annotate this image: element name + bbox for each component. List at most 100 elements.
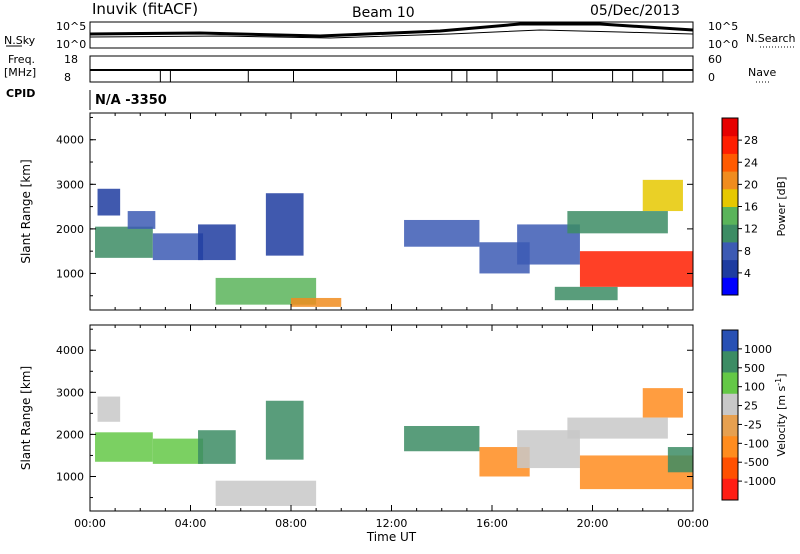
colorbar-swatch-5 bbox=[722, 436, 738, 458]
y-tick-label-0: 1000 bbox=[56, 267, 84, 280]
colorbar-swatch-6 bbox=[722, 171, 738, 190]
station-title: Inuvik (fitACF) bbox=[92, 0, 199, 18]
colorbar-tick-6: -500 bbox=[744, 456, 769, 469]
scatter-region-2 bbox=[127, 211, 156, 229]
x-tick-label-2: 08:00 bbox=[275, 517, 307, 530]
x-tick-label-6: 00:00 bbox=[677, 517, 709, 530]
y-tick-label-1: 2000 bbox=[56, 223, 84, 236]
colorbar-tick-4: -25 bbox=[744, 418, 762, 431]
scatter-region-6 bbox=[291, 297, 342, 307]
colorbar-tick-5: -100 bbox=[744, 437, 769, 450]
colorbar-swatch-0 bbox=[722, 277, 738, 296]
colorbar-tick-5: 24 bbox=[744, 156, 758, 169]
noise-right-tick-top: 10^5 bbox=[708, 20, 738, 33]
scatter-region-5 bbox=[265, 400, 304, 460]
noise-left-label: N.Sky bbox=[4, 34, 36, 47]
velocity-panel: 1000 2000 3000 4000 Slant Range [km] 1000 500 1… bbox=[19, 324, 788, 544]
colorbar-label: Velocity [m s-1] bbox=[774, 373, 788, 456]
colorbar-tick-4: 20 bbox=[744, 178, 758, 191]
colorbar-swatch-9 bbox=[722, 118, 738, 137]
beam-title: Beam 10 bbox=[352, 5, 415, 21]
scatter-region-1 bbox=[97, 396, 121, 422]
x-tick-label-1: 04:00 bbox=[175, 517, 207, 530]
freq-label-line2: [MHz] bbox=[4, 66, 36, 79]
colorbar-tick-1: 8 bbox=[744, 245, 751, 258]
x-tick-label-3: 12:00 bbox=[376, 517, 408, 530]
colorbar-swatch-6 bbox=[722, 457, 738, 480]
noise-trace bbox=[89, 22, 694, 38]
noise-left-tick-bottom: 10^0 bbox=[56, 38, 86, 51]
colorbar-tick-3: 25 bbox=[744, 400, 758, 413]
scatter-region-10 bbox=[642, 388, 683, 418]
scatter-region-13 bbox=[642, 179, 683, 212]
scatter-region-4 bbox=[198, 224, 236, 261]
colorbar-tick-7: -1000 bbox=[744, 475, 776, 488]
y-tick-label-2: 3000 bbox=[56, 386, 84, 399]
colorbar-tick-3: 16 bbox=[744, 201, 758, 214]
colorbar-swatch-1 bbox=[722, 259, 738, 278]
y-axis-label: Slant Range [km] bbox=[19, 159, 33, 263]
freq-tick-bottom: 8 bbox=[64, 71, 71, 84]
x-tick-label-5: 20:00 bbox=[577, 517, 609, 530]
colorbar-swatch-3 bbox=[722, 224, 738, 243]
freq-label-line1: Freq. bbox=[8, 53, 35, 66]
colorbar-tick-2: 12 bbox=[744, 223, 758, 236]
scatter-region-3 bbox=[152, 233, 204, 261]
noise-right-tick-bottom: 10^0 bbox=[708, 38, 738, 51]
scatter-region-7 bbox=[265, 193, 304, 256]
colorbar-tick-2: 100 bbox=[744, 381, 765, 394]
colorbar-swatch-0 bbox=[722, 330, 738, 352]
colorbar-frame bbox=[721, 329, 739, 501]
nave-tick-top: 60 bbox=[708, 53, 722, 66]
scatter-region-2 bbox=[152, 438, 204, 464]
scatter-region-14 bbox=[567, 211, 668, 234]
frequency-panel: Freq. [MHz] 18 8 60 0 Nave bbox=[4, 53, 776, 84]
freq-tick-top: 18 bbox=[64, 53, 78, 66]
y-tick-label-3: 4000 bbox=[56, 344, 84, 357]
colorbar-swatch-2 bbox=[722, 241, 738, 261]
colorbar-tick-1: 500 bbox=[744, 362, 765, 375]
colorbar-label: Power [dB] bbox=[775, 177, 788, 237]
y-tick-label-2: 3000 bbox=[56, 178, 84, 191]
y-tick-label-3: 4000 bbox=[56, 134, 84, 147]
cpid-value: N/A -3350 bbox=[95, 93, 167, 108]
nave-label: Nave bbox=[748, 66, 776, 79]
noise-panel: N.Sky 10^5 10^0 10^5 10^0 N.Search bbox=[4, 20, 796, 51]
colorbar-swatch-3 bbox=[722, 393, 738, 416]
scatter-region-11 bbox=[567, 417, 668, 439]
scatter-region-1 bbox=[97, 188, 121, 216]
scatter-region-0 bbox=[95, 432, 153, 462]
power-panel: 1000 2000 3000 4000 Slant Range [km] 4 8 12 16 20… bbox=[19, 112, 788, 311]
nave-tick-bottom: 0 bbox=[708, 71, 715, 84]
scatter-region-6 bbox=[404, 425, 480, 452]
colorbar-swatch-2 bbox=[722, 372, 738, 395]
scatter-region-12 bbox=[579, 251, 693, 287]
noise-right-label: N.Search bbox=[746, 32, 796, 45]
scatter-region-11 bbox=[554, 286, 618, 301]
colorbar-swatch-7 bbox=[722, 478, 738, 501]
x-axis-label: Time UT bbox=[366, 530, 417, 544]
scatter-region-12 bbox=[667, 447, 693, 473]
y-tick-label-0: 1000 bbox=[56, 470, 84, 483]
colorbar-tick-0: 1000 bbox=[744, 343, 772, 356]
scatter-region-4 bbox=[215, 480, 317, 506]
colorbar-swatch-7 bbox=[722, 153, 738, 172]
colorbar-tick-6: 28 bbox=[744, 134, 758, 147]
colorbar-swatch-4 bbox=[722, 415, 738, 437]
search-noise-trace bbox=[89, 29, 694, 39]
scatter-region-0 bbox=[95, 226, 153, 258]
cpid-label: CPID bbox=[6, 87, 36, 100]
x-tick-label-4: 16:00 bbox=[476, 517, 508, 530]
date-title: 05/Dec/2013 bbox=[590, 3, 680, 19]
y-tick-label-1: 2000 bbox=[56, 428, 84, 441]
colorbar-swatch-4 bbox=[722, 206, 738, 225]
colorbar-swatch-8 bbox=[722, 135, 738, 154]
colorbar-tick-0: 4 bbox=[744, 267, 751, 280]
colorbar-swatch-5 bbox=[722, 188, 738, 207]
noise-left-tick-top: 10^5 bbox=[56, 20, 86, 33]
nave-markers bbox=[159, 70, 664, 82]
x-tick-label-0: 00:00 bbox=[74, 517, 106, 530]
y-axis-label: Slant Range [km] bbox=[19, 366, 33, 470]
scatter-region-3 bbox=[198, 430, 236, 464]
scatter-region-8 bbox=[404, 219, 480, 247]
